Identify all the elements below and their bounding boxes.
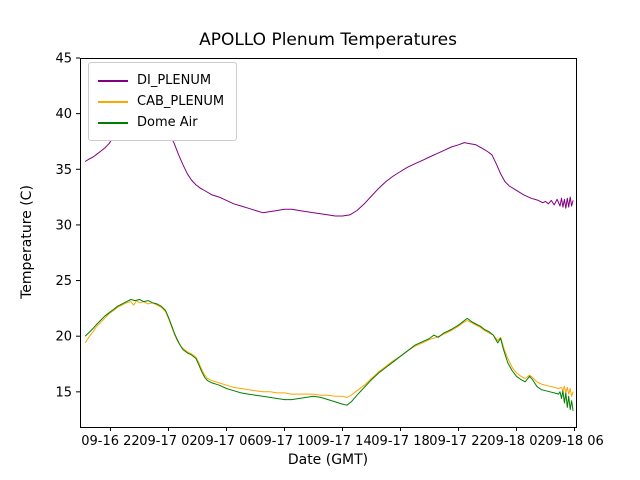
y-tick-label: 40 <box>55 107 72 122</box>
legend: DI_PLENUM CAB_PLENUM Dome Air <box>88 62 238 141</box>
series-line-dome-air <box>84 299 574 411</box>
y-tick-label: 20 <box>55 330 72 345</box>
x-tick-label: 09-17 10 <box>255 434 313 449</box>
x-tick-label: 09-18 06 <box>545 434 603 449</box>
y-axis-label: Temperature (C) <box>19 185 35 299</box>
legend-item-cab-plenum: CAB_PLENUM <box>98 91 224 112</box>
axes-frame <box>80 58 577 428</box>
cab-plenum-line-swatch <box>98 100 128 103</box>
y-tick-label: 15 <box>55 385 72 400</box>
x-tick-label: 09-17 22 <box>429 434 487 449</box>
di-plenum-line-swatch <box>98 79 128 82</box>
dome-air-line-swatch <box>98 121 128 124</box>
x-tick-label: 09-17 14 <box>313 434 371 449</box>
legend-label-cab-plenum: CAB_PLENUM <box>137 94 225 109</box>
series-line-cab-plenum <box>84 300 574 398</box>
legend-label-di-plenum: DI_PLENUM <box>137 73 212 88</box>
legend-item-di-plenum: DI_PLENUM <box>98 70 224 91</box>
chart-title: APOLLO Plenum Temperatures <box>199 30 457 50</box>
y-tick-label: 30 <box>55 218 72 233</box>
x-tick-label: 09-17 02 <box>139 434 197 449</box>
x-tick-label: 09-18 02 <box>487 434 545 449</box>
x-axis-label: Date (GMT) <box>287 452 369 468</box>
legend-item-dome-air: Dome Air <box>98 112 224 133</box>
x-tick-label: 09-17 06 <box>197 434 255 449</box>
x-tick-label: 09-16 22 <box>81 434 139 449</box>
x-tick-label: 09-17 18 <box>371 434 429 449</box>
y-tick-label: 35 <box>55 163 72 178</box>
legend-label-dome-air: Dome Air <box>137 115 198 130</box>
y-tick-label: 45 <box>55 52 72 67</box>
y-tick-label: 25 <box>55 274 72 289</box>
